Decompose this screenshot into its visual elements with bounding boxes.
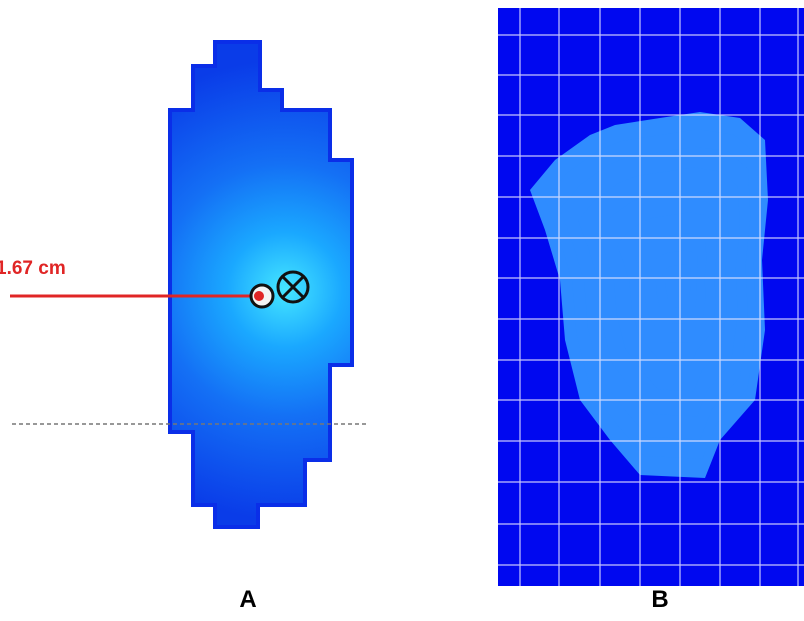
panel-a: 1.67 cm A [0,40,368,613]
panel-b: B [498,8,804,613]
panel-label: A [239,586,256,613]
distance-label: 1.67 cm [0,258,66,279]
panel-label: B [651,586,668,613]
heatmap-contours [530,112,768,478]
crossed-marker [276,270,310,304]
center-dot [254,291,264,301]
sensor-grid [498,8,804,586]
